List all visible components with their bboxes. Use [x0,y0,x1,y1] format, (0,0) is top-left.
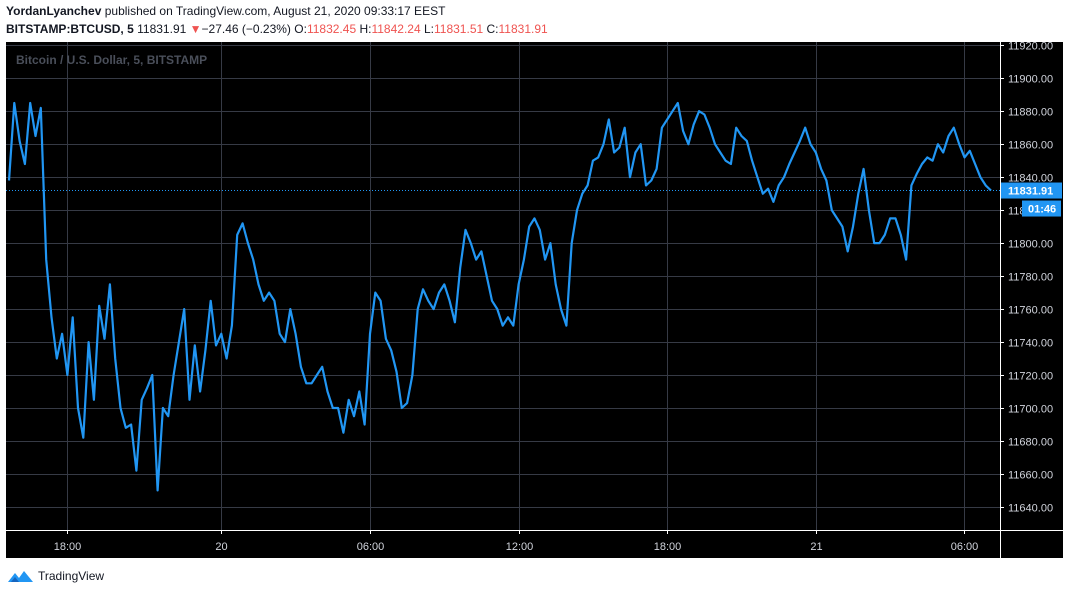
close-value: 11831.91 [498,22,548,36]
y-tick-label: 11720.00 [1008,371,1053,383]
y-tick-label: 11640.00 [1008,503,1053,515]
y-tick-label: 11760.00 [1008,305,1053,317]
y-tick-label: 11860.00 [1008,140,1053,152]
tradingview-logo-icon [8,571,33,582]
open-value: 11832.45 [306,22,357,36]
high-label: H: [359,22,372,36]
countdown-tag [1022,200,1061,217]
published-text: published on TradingView.com, August 21,… [104,4,446,18]
last-price-tag [1001,182,1062,199]
x-tick-label: 12:00 [506,541,534,553]
y-tick-label: 11700.00 [1008,404,1053,416]
y-tick-label: 11740.00 [1008,338,1053,350]
close-label: C: [486,22,499,36]
price-chart[interactable]: 11920.00 11900.00 11880.00 11860.00 11840.00… [6,41,1063,558]
y-tick-label: 11920.00 [1008,42,1053,53]
publish-info: YordanLyanchev published on TradingView.… [6,4,445,18]
y-tick-label: 11660.00 [1008,470,1053,482]
author-name[interactable]: YordanLyanchev [6,4,102,18]
x-tick-label: 06:00 [357,541,385,553]
chart-container[interactable]: 11920.00 11900.00 11880.00 11860.00 11840.00… [6,41,1063,558]
x-tick-label: 18:00 [654,541,682,553]
footer-brand[interactable]: TradingView [8,569,104,583]
y-tick-label: 11880.00 [1008,107,1053,119]
chart-watermark: Bitcoin / U.S. Dollar, 5, BITSTAMP [16,53,207,67]
x-tick-label: 06:00 [951,541,979,553]
change-down-icon: ▼ [189,22,202,36]
x-tick-label: 21 [810,541,822,553]
x-tick-label: 18:00 [54,541,82,553]
y-tick-label: 11900.00 [1008,74,1053,86]
series-line [7,101,992,492]
y-tick-label: 11840.00 [1008,173,1053,185]
low-label: L: [423,22,434,36]
symbol-info-row: BITSTAMP:BTCUSD, 5 11831.91 ▼−27.46 (−0.… [6,22,548,36]
plot-background [6,42,1063,558]
x-tick-label: 20 [215,541,227,553]
price-change: −27.46 (−0.23%) [201,22,291,36]
y-tick-label: 11780.00 [1008,272,1053,284]
y-tick-label: 11680.00 [1008,437,1053,449]
last-price-tag-label: 11831.91 [1008,186,1053,198]
y-tick-label: 11800.00 [1008,239,1053,251]
last-price: 11831.91 [137,22,187,36]
high-value: 11842.24 [371,22,421,36]
symbol-label[interactable]: BITSTAMP:BTCUSD, 5 [6,22,134,36]
open-label: O: [294,22,307,36]
low-value: 11831.51 [434,22,484,36]
countdown-tag-label: 01:46 [1028,204,1056,216]
brand-name: TradingView [38,569,105,583]
price-axis[interactable] [1000,42,1063,558]
